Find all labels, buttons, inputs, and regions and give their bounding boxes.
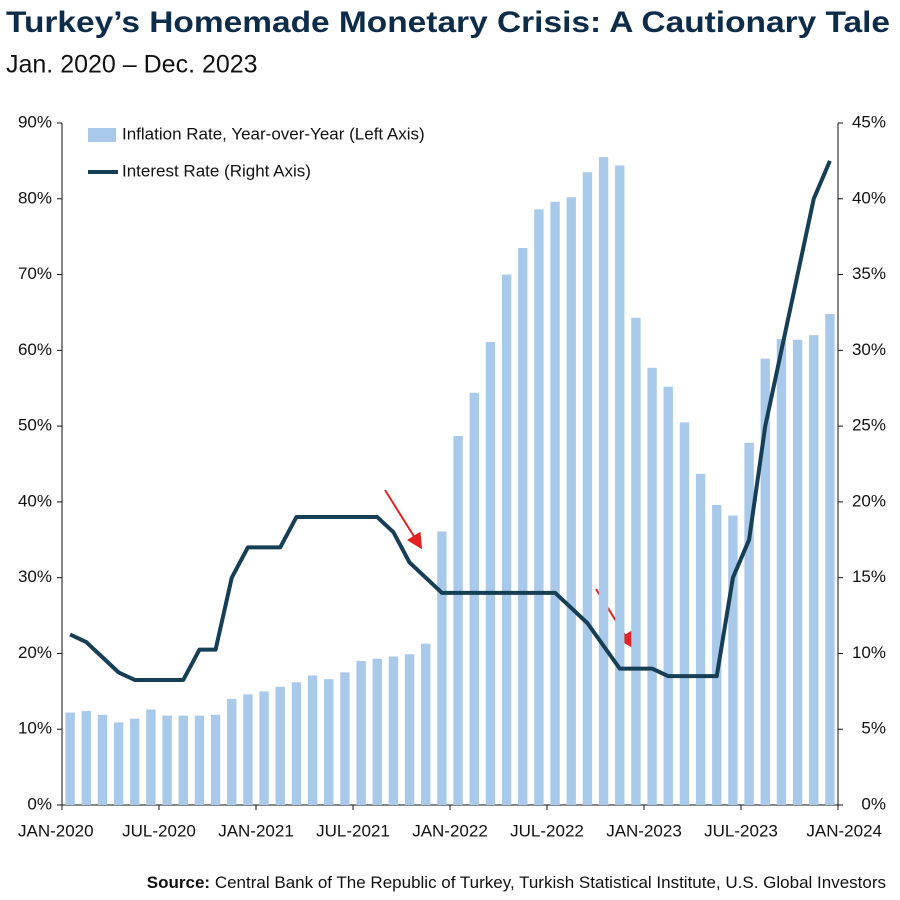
bar [372,658,382,805]
x-tick-label: JAN-2023 [606,821,682,840]
bar [437,531,447,805]
y-tick-label: 20% [18,643,52,662]
bar [615,165,625,806]
bar [356,661,366,805]
bar [210,714,221,805]
bar [744,442,754,805]
y2-tick-label: 15% [852,567,886,586]
bar [631,317,641,805]
y-tick-label: 50% [18,416,52,435]
bar [501,274,512,805]
line [69,160,832,682]
bar [162,715,172,805]
bar [728,515,738,805]
y-tick-label: 70% [18,264,52,283]
bar [760,358,770,805]
x-tick-label: JAN-2021 [218,821,294,840]
bar [582,172,593,805]
bar [518,248,528,806]
legend-swatch [88,128,116,142]
bar [453,435,463,805]
x-tick-label: JUL-2023 [704,821,778,840]
bar [825,313,835,805]
legend-label: Interest Rate (Right Axis) [122,161,311,180]
x-tick-label: JAN-2022 [412,821,488,840]
bar [388,656,399,805]
y-tick-label: 60% [18,340,52,359]
bar [243,694,253,805]
annotation-arrow [384,489,423,550]
bar [792,339,803,805]
source: Source: Central Bank of The Republic of … [147,873,886,892]
bar [324,679,334,805]
bar [469,392,479,805]
y-tick-label: 80% [18,188,52,207]
bar [227,698,237,805]
bar [647,367,657,805]
bar [404,654,415,805]
bar [534,209,544,806]
bar [340,672,350,805]
x-tick-label: JAN-2024 [806,821,882,840]
x-tick-label: JAN-2020 [18,821,94,840]
y-tick-label: 90% [18,112,52,131]
y2-tick-label: 0% [861,794,886,813]
bar [146,709,156,805]
bar [291,682,302,805]
chart-subtitle: Jan. 2020 – Dec. 2023 [6,51,258,79]
legend-label: Inflation Rate, Year-over-Year (Left Axi… [122,124,425,143]
y2-tick-label: 5% [861,719,886,738]
y2-tick-label: 10% [852,643,886,662]
bar [194,715,205,805]
y-tick-label: 0% [27,794,52,813]
bar [97,714,108,805]
bar [307,675,318,805]
bar [65,712,75,805]
bar [679,422,690,805]
x-tick-label: JUL-2022 [510,821,584,840]
bar [130,718,140,805]
bar [81,711,91,805]
bar [598,157,609,806]
chart-title: Turkey’s Homemade Monetary Crisis: A Cau… [6,6,890,39]
y-tick-label: 40% [18,491,52,510]
x-tick-label: JUL-2021 [316,821,390,840]
bar [695,473,706,805]
bar [485,341,496,805]
bar [809,335,819,805]
y2-tick-label: 30% [852,340,886,359]
y2-tick-label: 20% [852,491,886,510]
bar [776,338,787,805]
y2-tick-label: 25% [852,416,886,435]
bar [550,201,560,805]
source-text: Central Bank of The Republic of Turkey, … [215,873,886,892]
y-tick-label: 10% [18,719,52,738]
bar [421,643,431,805]
y2-tick-label: 35% [852,264,886,283]
source-label: Source: [147,873,210,892]
bar [566,197,576,806]
bar [663,386,673,805]
bar [113,722,124,805]
x-tick-label: JUL-2020 [122,821,196,840]
y-tick-label: 30% [18,567,52,586]
y2-tick-label: 45% [852,112,886,131]
y2-tick-label: 40% [852,188,886,207]
bar [178,715,188,805]
bar [712,504,722,805]
bar [275,686,285,805]
bar [259,691,269,805]
